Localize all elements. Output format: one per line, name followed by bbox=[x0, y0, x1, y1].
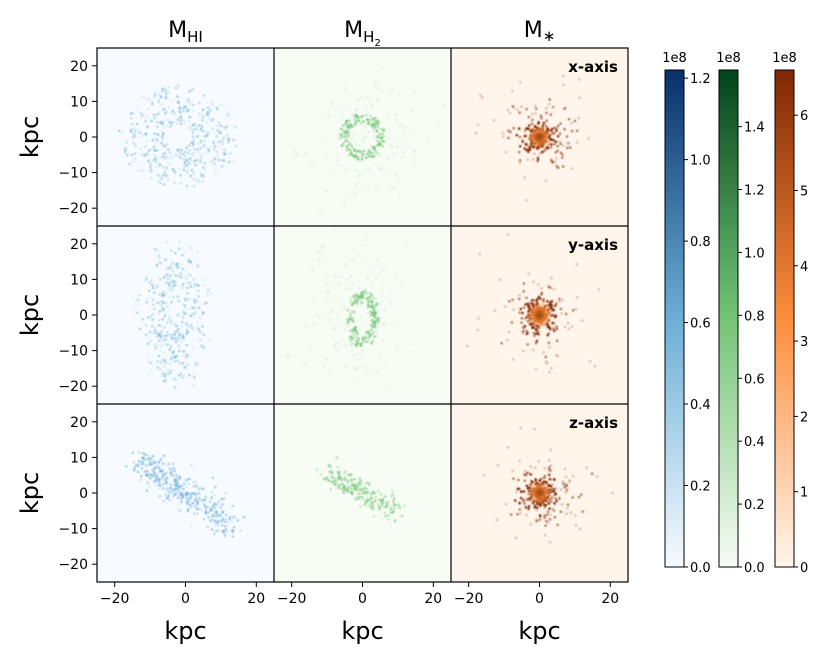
colorbar-tick-label: 0.8 bbox=[744, 309, 765, 324]
panel-texture-star-z-axis bbox=[482, 427, 614, 544]
colorbar-tick-label: 1.0 bbox=[744, 246, 765, 261]
column-title-H2: MH2 bbox=[344, 18, 381, 49]
y-tick-label: −10 bbox=[58, 522, 88, 538]
colorbar-H2 bbox=[718, 69, 739, 568]
colorbar-tick-label: 0.8 bbox=[690, 235, 711, 250]
y-tick-label: 0 bbox=[79, 130, 88, 146]
colorbar-tick-label: 0.2 bbox=[744, 498, 765, 513]
panel-texture-star-y-axis bbox=[466, 233, 601, 413]
colorbar-tick-label: 2 bbox=[800, 410, 808, 425]
y-tick-label: 10 bbox=[70, 450, 88, 466]
y-tick-label: −20 bbox=[58, 557, 88, 573]
panel-texture-star-x-axis bbox=[474, 74, 590, 202]
x-axis-label: kpc bbox=[164, 617, 206, 645]
x-tick-label: 0 bbox=[358, 591, 367, 607]
colorbar-tick-label: 0.6 bbox=[690, 317, 711, 332]
colorbar-tick-label: 0.0 bbox=[690, 561, 711, 576]
colorbar-star bbox=[774, 69, 795, 568]
panel-H2-y-axis bbox=[274, 226, 451, 404]
y-tick-label: 20 bbox=[70, 59, 88, 75]
x-tick-label: −20 bbox=[100, 591, 130, 607]
x-axis-label: kpc bbox=[341, 617, 383, 645]
panel-texture-HI-z-axis bbox=[125, 451, 246, 538]
x-tick-label: 20 bbox=[247, 591, 265, 607]
y-tick-label: 0 bbox=[79, 486, 88, 502]
colorbar-tick-label: 0.2 bbox=[690, 480, 711, 495]
colorbar-tick-label: 1.4 bbox=[744, 121, 765, 136]
panel-texture-H2-y-axis bbox=[287, 212, 413, 411]
row-label-z-axis: z-axis bbox=[569, 414, 618, 432]
x-tick-label: 0 bbox=[181, 591, 190, 607]
y-tick-label: −10 bbox=[58, 344, 88, 360]
x-axis-label: kpc bbox=[518, 617, 560, 645]
y-axis-label: kpc bbox=[16, 294, 44, 336]
colorbar-tick-label: 3 bbox=[800, 335, 808, 350]
colorbar-tick-label: 5 bbox=[800, 184, 808, 199]
panel-texture-H2-x-axis bbox=[233, 48, 445, 205]
colorbar-tick-label: 6 bbox=[800, 109, 808, 124]
colorbar-exponent-HI: 1e8 bbox=[662, 51, 687, 66]
colorbar-tick-label: 1.2 bbox=[690, 72, 711, 87]
y-tick-label: 20 bbox=[70, 237, 88, 253]
y-tick-label: 20 bbox=[70, 415, 88, 431]
panel-texture-HI-x-axis bbox=[118, 84, 237, 188]
x-tick-label: 20 bbox=[424, 591, 442, 607]
panel-texture-H2-z-axis bbox=[315, 456, 406, 523]
x-tick-label: −20 bbox=[454, 591, 484, 607]
column-title-HI: MHI bbox=[168, 18, 203, 46]
colorbar-tick-label: 0.0 bbox=[744, 561, 765, 576]
y-axis-label: kpc bbox=[16, 472, 44, 514]
y-axis-label: kpc bbox=[16, 116, 44, 158]
y-tick-label: −20 bbox=[58, 379, 88, 395]
x-tick-label: 0 bbox=[535, 591, 544, 607]
colorbar-HI bbox=[664, 69, 685, 568]
colorbar-tick-label: 1.2 bbox=[744, 184, 765, 199]
colorbar-tick-label: 4 bbox=[800, 260, 808, 275]
colorbar-tick-label: 1.0 bbox=[690, 154, 711, 169]
panel-HI-y-axis bbox=[97, 226, 274, 404]
colorbar-tick-label: 0 bbox=[800, 561, 808, 576]
y-tick-label: 10 bbox=[70, 94, 88, 110]
x-tick-label: 20 bbox=[601, 591, 619, 607]
y-tick-label: −10 bbox=[58, 166, 88, 182]
colorbar-tick-label: 0.4 bbox=[690, 398, 711, 413]
panel-H2-x-axis bbox=[274, 48, 451, 226]
x-tick-label: −20 bbox=[277, 591, 307, 607]
y-tick-label: 10 bbox=[70, 272, 88, 288]
panel-texture-HI-y-axis bbox=[134, 240, 212, 389]
colorbar-exponent-H2: 1e8 bbox=[716, 51, 741, 66]
colorbar-tick-label: 0.6 bbox=[744, 372, 765, 387]
colorbar-exponent-star: 1e8 bbox=[772, 51, 797, 66]
row-label-x-axis: x-axis bbox=[568, 58, 618, 76]
panel-HI-x-axis bbox=[97, 48, 274, 226]
row-label-y-axis: y-axis bbox=[568, 236, 618, 254]
colorbar-tick-label: 0.4 bbox=[744, 435, 765, 450]
y-tick-label: −20 bbox=[58, 201, 88, 217]
colorbar-tick-label: 1 bbox=[800, 486, 808, 501]
column-title-star: M∗ bbox=[524, 18, 556, 45]
y-tick-label: 0 bbox=[79, 308, 88, 324]
